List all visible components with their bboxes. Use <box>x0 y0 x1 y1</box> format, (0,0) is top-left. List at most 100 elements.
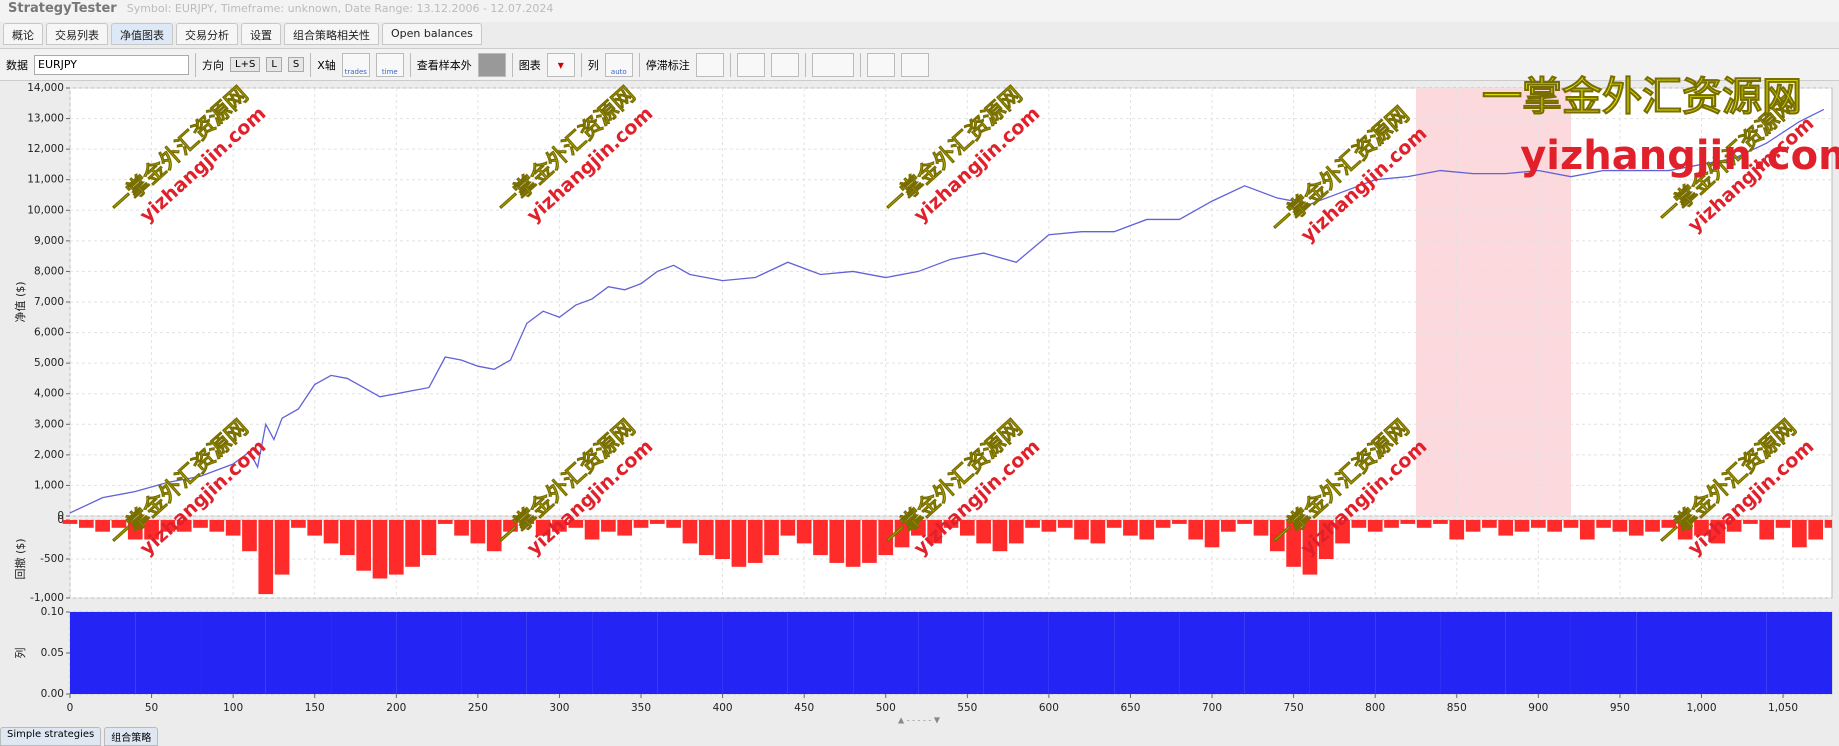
bar <box>437 520 453 524</box>
bar <box>943 520 959 528</box>
bar <box>95 520 110 532</box>
bar <box>1237 520 1253 524</box>
label: 列 <box>587 58 599 72</box>
direction-button[interactable]: S <box>287 57 305 72</box>
label: 方向 <box>202 58 224 72</box>
icon-button[interactable] <box>900 52 929 77</box>
bar <box>698 520 714 556</box>
chart-button[interactable]: ▾ <box>546 52 575 77</box>
bar <box>862 520 877 563</box>
y-tick-label: 11,000 <box>27 174 64 186</box>
charts: 0 1,000 2,000 3,000 4,000 5,000 6,000 7,000 8,00… <box>13 74 1839 725</box>
bar <box>1286 520 1301 567</box>
x-tick-label: 200 <box>386 702 406 714</box>
tab[interactable]: 概论 <box>3 23 43 45</box>
separator <box>310 52 312 77</box>
bar <box>396 612 462 694</box>
bar <box>307 520 323 536</box>
bottom-tabs: Simple strategies 组合策略 <box>0 727 159 746</box>
y-tick-label: 8,000 <box>34 265 64 277</box>
tab[interactable]: 组合策略 <box>104 727 159 746</box>
tab[interactable]: 交易分析 <box>176 23 238 45</box>
column-button[interactable]: auto <box>604 52 633 77</box>
bar <box>666 520 681 528</box>
bar <box>1335 520 1350 544</box>
bar <box>1025 520 1040 528</box>
bar <box>1563 520 1579 528</box>
bar <box>1179 612 1245 694</box>
toggle[interactable] <box>477 52 506 77</box>
icon-button[interactable] <box>866 52 895 77</box>
bar <box>225 520 241 536</box>
bar <box>1465 520 1481 532</box>
bar <box>111 520 127 528</box>
x-tick-label: 500 <box>876 702 896 714</box>
separator <box>580 52 582 77</box>
direction-button[interactable]: L+S <box>230 57 261 72</box>
bar <box>1139 520 1155 540</box>
x-tick-label: 750 <box>1284 702 1304 714</box>
icon-button[interactable] <box>770 52 799 77</box>
x-tick-label: 600 <box>1039 702 1059 714</box>
icon-button[interactable] <box>811 52 854 77</box>
bar <box>62 520 78 524</box>
y-tick-label: 6,000 <box>34 327 64 339</box>
x-mode-button[interactable]: trades <box>341 52 370 77</box>
bar <box>265 612 332 694</box>
stagnation-button[interactable] <box>695 52 724 77</box>
bar <box>1375 612 1441 694</box>
bar <box>1482 520 1497 528</box>
bar <box>1309 612 1376 694</box>
bar <box>526 612 593 694</box>
separator <box>511 52 513 77</box>
y-tick-label: 4,000 <box>34 388 64 400</box>
bar <box>584 520 600 540</box>
tab[interactable]: 设置 <box>241 23 281 45</box>
icon-button[interactable] <box>736 52 765 77</box>
bar <box>1090 520 1106 544</box>
y-tick-label: 0.10 <box>41 606 64 618</box>
bar <box>1694 520 1709 536</box>
bar <box>1041 520 1057 532</box>
tab[interactable]: 组合策略相关性 <box>284 23 379 45</box>
direction-button[interactable]: L <box>266 57 282 72</box>
bar <box>1048 612 1115 694</box>
bar <box>193 520 208 528</box>
bar <box>486 520 502 552</box>
bar <box>1514 520 1530 532</box>
bar <box>1074 520 1089 540</box>
tab[interactable]: Simple strategies <box>0 727 102 746</box>
tab[interactable]: 交易列表 <box>46 23 108 45</box>
y-tick-label: 5,000 <box>34 357 64 369</box>
separator <box>859 52 861 77</box>
bar <box>1824 520 1832 528</box>
bar <box>388 520 404 575</box>
bar <box>1530 520 1546 528</box>
bar <box>657 612 723 694</box>
bar <box>649 520 665 524</box>
bar <box>1188 520 1204 540</box>
bar <box>209 520 225 532</box>
bar <box>200 612 266 694</box>
symbol-select[interactable]: EURJPY <box>34 54 189 75</box>
title-bar: StrategyTester Symbol: EURJPY, Timeframe:… <box>0 0 1839 22</box>
x-mode-button[interactable]: time <box>375 52 404 77</box>
tab[interactable]: 净值图表 <box>111 23 173 45</box>
bar <box>1596 520 1611 528</box>
bar <box>1628 520 1644 536</box>
tab[interactable]: Open balances <box>382 23 482 45</box>
watermark-cn: 一掌金外汇资源网 <box>1482 74 1802 120</box>
bar <box>470 520 486 544</box>
y-tick-label: 0 <box>57 510 64 522</box>
bar <box>1008 520 1024 544</box>
separator <box>804 52 806 77</box>
x-tick-label: 550 <box>957 702 977 714</box>
watermark-en: yizhangjin.com <box>1520 133 1839 179</box>
bar <box>1498 520 1514 536</box>
bar <box>421 520 437 556</box>
bar <box>127 520 143 540</box>
x-tick-label: 700 <box>1202 702 1222 714</box>
bar <box>1570 612 1637 694</box>
bar <box>682 520 698 544</box>
bar <box>1645 520 1660 532</box>
